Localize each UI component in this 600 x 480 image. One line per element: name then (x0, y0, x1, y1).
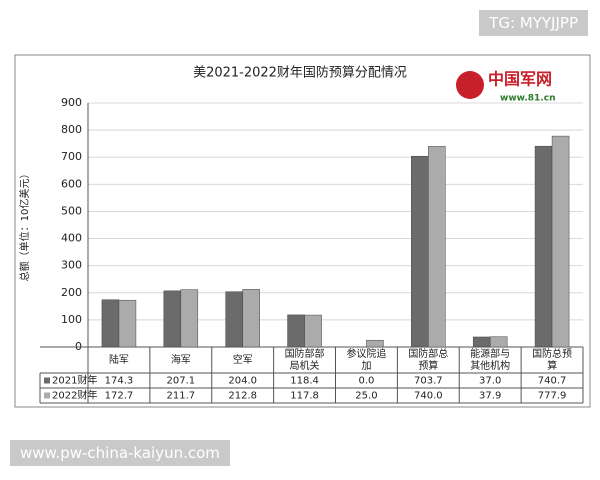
bar (534, 145, 553, 348)
bar (225, 291, 243, 348)
table-value: 204.0 (228, 376, 257, 387)
x-tick-label: 国防部部局机关 (284, 348, 325, 372)
x-tick-label: 国防总预算 (532, 348, 573, 372)
y-tick-label: 900 (61, 96, 82, 109)
bar (287, 314, 305, 348)
bar (366, 339, 384, 348)
x-tick-label: 参议院追加 (346, 348, 387, 372)
table-value: 0.0 (358, 376, 374, 387)
bar (180, 289, 199, 348)
x-tick-label: 能源部与其他机构 (470, 348, 511, 372)
bar (472, 336, 491, 348)
chart-title: 美2021-2022财年国防预算分配情况 (193, 65, 407, 81)
table-value: 207.1 (166, 376, 195, 387)
y-tick-label: 500 (61, 204, 82, 217)
watermark-bottom: www.pw-china-kaiyun.com (10, 440, 230, 466)
y-tick-label: 700 (61, 150, 82, 163)
legend-swatch (44, 377, 50, 384)
logo-url: www.81.cn (500, 94, 555, 104)
bar (489, 336, 508, 348)
logo-name: 中国军网 (488, 70, 552, 89)
table-value: 37.0 (479, 376, 501, 387)
bar (163, 290, 182, 348)
y-tick-label: 200 (61, 286, 82, 299)
bar (101, 299, 120, 348)
table-value: 212.8 (228, 391, 257, 402)
legend-label: 2022财年 (52, 389, 97, 402)
legend-label: 2021财年 (52, 374, 97, 387)
table-value: 118.4 (290, 376, 319, 387)
chart-frame (14, 54, 591, 408)
y-tick-label: 400 (61, 232, 82, 245)
bar (428, 146, 446, 348)
y-tick-label: 300 (61, 259, 82, 272)
x-tick-label: 国防部总预算 (408, 348, 449, 372)
bar (551, 135, 570, 348)
table-value: 703.7 (414, 376, 443, 387)
x-tick-label: 空军 (232, 354, 253, 366)
x-tick-label: 陆军 (108, 354, 129, 366)
legend-swatch (44, 392, 50, 399)
y-tick-label: 600 (61, 177, 82, 190)
bar (411, 155, 429, 348)
y-tick-label: 100 (61, 313, 82, 326)
table-value: 37.9 (479, 391, 501, 402)
table-value: 25.0 (355, 391, 377, 402)
table-value: 172.7 (105, 391, 134, 402)
table-value: 174.3 (105, 376, 134, 387)
table-value: 740.0 (414, 391, 443, 402)
bar (304, 314, 322, 348)
y-axis-label: 总额（单位：10亿美元） (18, 169, 31, 282)
x-tick-label: 海军 (170, 354, 191, 366)
bar (242, 289, 260, 348)
table-value: 740.7 (538, 376, 567, 387)
y-tick-label: 800 (61, 123, 82, 136)
table-value: 211.7 (166, 391, 195, 402)
table-value: 777.9 (538, 391, 567, 402)
watermark-top: TG: MYYJJPP (479, 10, 588, 36)
table-value: 117.8 (290, 391, 319, 402)
logo-icon (456, 71, 484, 99)
bar (118, 299, 137, 348)
